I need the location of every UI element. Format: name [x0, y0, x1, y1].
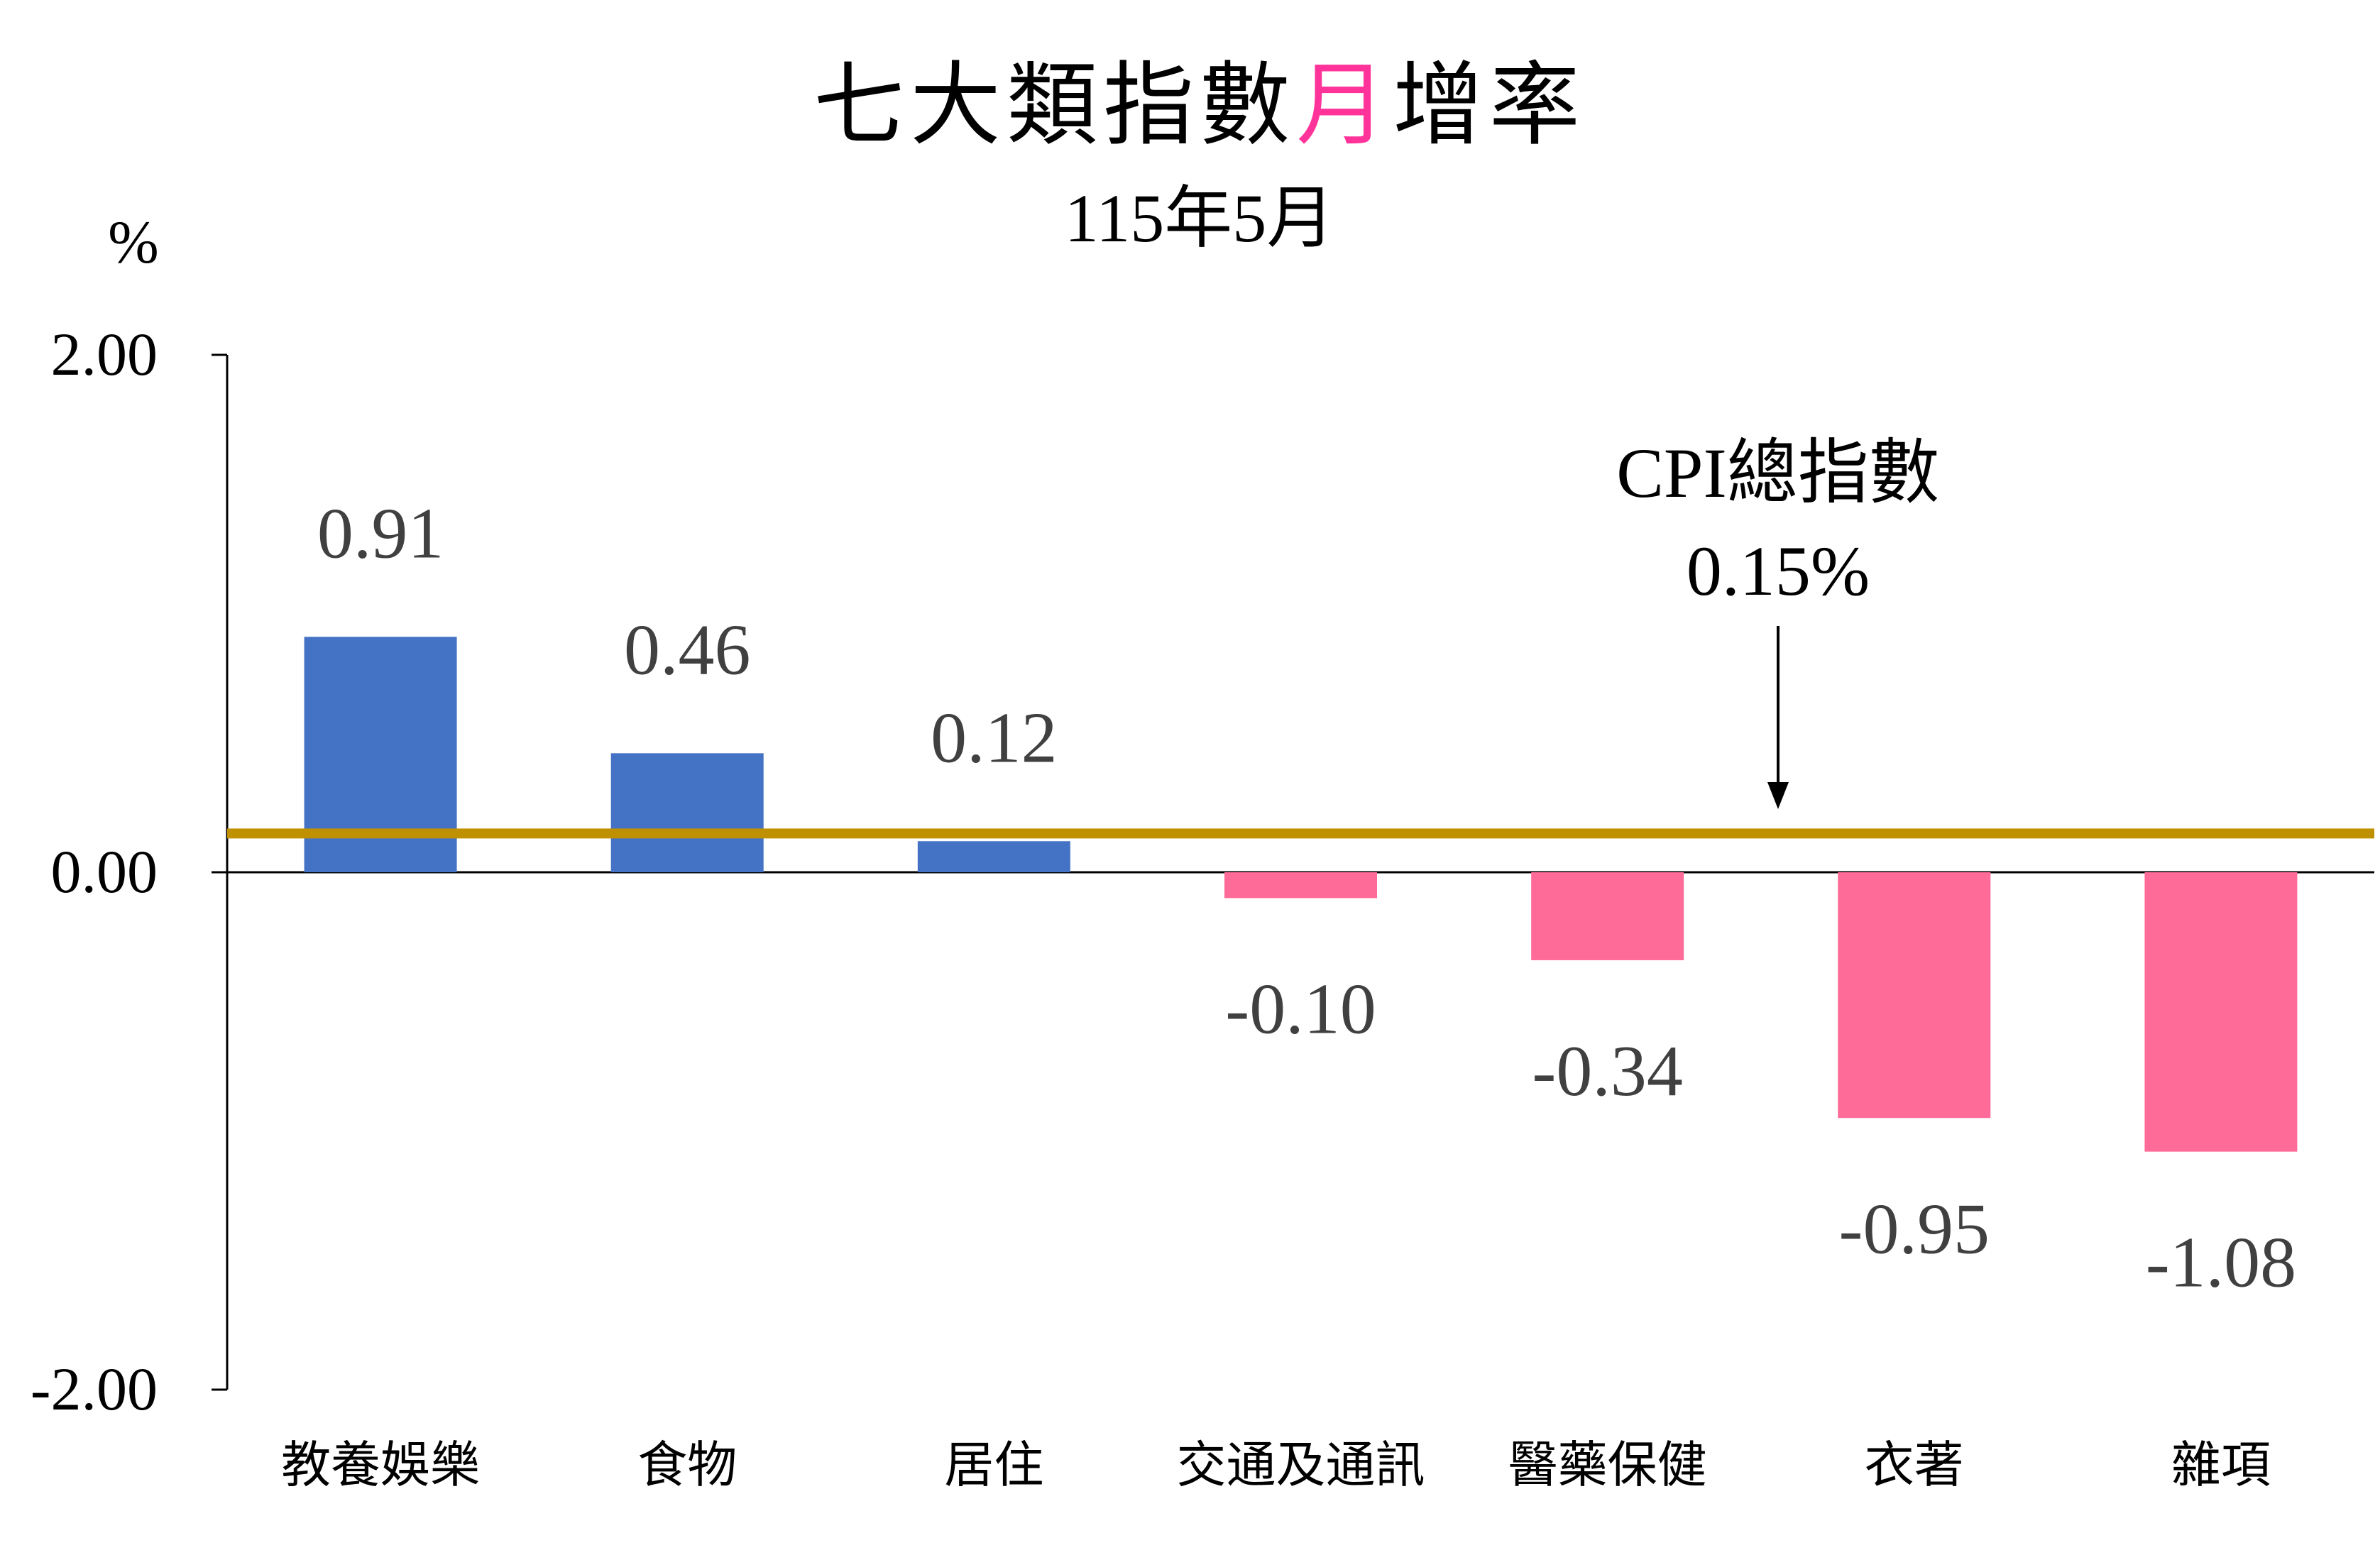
category-labels: 教養娛樂 食物 居住 交通及通訊 醫藥保健 衣著 雜項 — [281, 1436, 2271, 1494]
data-label: 0.91 — [317, 493, 444, 573]
chart-title-part-2: 增率 — [1393, 53, 1586, 158]
data-label: 0.46 — [624, 610, 751, 690]
bar — [2144, 872, 2298, 1152]
bar — [1531, 872, 1684, 960]
category-label: 醫藥保健 — [1508, 1436, 1707, 1494]
category-label: 交通及通訊 — [1177, 1436, 1425, 1494]
data-labels: 0.91 0.46 0.12 -0.10 -0.34 -0.95 -1.08 — [317, 493, 2296, 1302]
data-label: -0.10 — [1225, 969, 1376, 1049]
cpi-annotation-title: CPI總指數 — [1616, 434, 1940, 512]
bar — [1838, 872, 1991, 1119]
bar-series — [304, 637, 2298, 1152]
category-label: 食物 — [637, 1436, 737, 1494]
data-label: 0.12 — [931, 698, 1058, 778]
data-label: -1.08 — [2146, 1223, 2296, 1303]
y-tick-label: -2.00 — [31, 1355, 158, 1423]
bar — [917, 841, 1070, 872]
category-label: 教養娛樂 — [281, 1436, 480, 1494]
category-label: 居住 — [944, 1436, 1043, 1494]
cpi-arrow-head — [1767, 782, 1789, 809]
chart-title: 七大類指數月增率 — [813, 53, 1586, 158]
chart-subtitle: 115年5月 — [1065, 180, 1334, 256]
cpi-annotation-value: 0.15% — [1687, 532, 1870, 610]
cpi-reference: CPI總指數 0.15% — [227, 434, 2374, 839]
data-label: -0.95 — [1839, 1189, 1990, 1269]
data-label: -0.34 — [1532, 1031, 1682, 1111]
y-axis-unit-label: % — [108, 208, 159, 276]
bar — [1224, 872, 1377, 899]
chart-title-highlight: 月 — [1296, 53, 1393, 158]
chart-title-part-1: 七大類指數 — [813, 53, 1296, 158]
category-label: 衣著 — [1865, 1436, 1964, 1494]
y-tick-label: 0.00 — [51, 837, 158, 906]
category-label: 雜項 — [2171, 1436, 2271, 1494]
y-tick-label: 2.00 — [51, 320, 158, 388]
bar — [610, 753, 764, 872]
